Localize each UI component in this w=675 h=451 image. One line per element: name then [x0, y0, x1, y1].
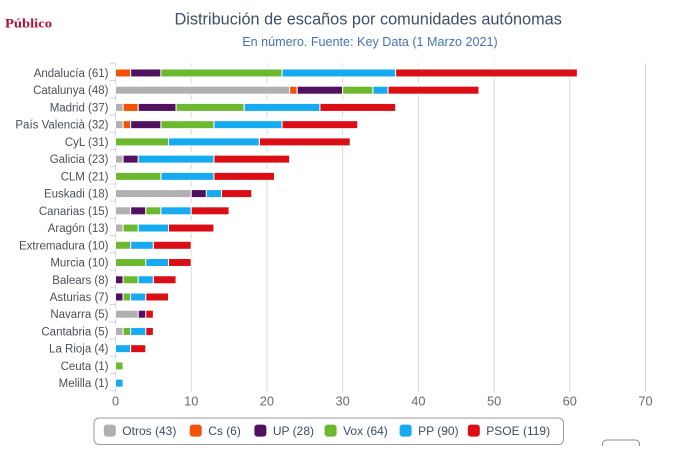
svg-text:50: 50 — [487, 394, 501, 409]
svg-text:Distribución de escaños por co: Distribución de escaños por comunidades … — [175, 11, 562, 29]
svg-text:Murcia (10): Murcia (10) — [50, 258, 108, 270]
svg-text:Aragón (13): Aragón (13) — [48, 223, 109, 235]
svg-text:60: 60 — [563, 394, 577, 409]
svg-text:0: 0 — [112, 394, 119, 409]
svg-text:PP (90): PP (90) — [418, 424, 458, 438]
svg-text:30: 30 — [335, 394, 349, 409]
svg-text:CyL (31): CyL (31) — [65, 137, 109, 149]
svg-text:CLM (21): CLM (21) — [61, 171, 109, 183]
svg-text:Otros (43): Otros (43) — [122, 424, 176, 438]
svg-text:Vox (64): Vox (64) — [343, 424, 388, 438]
svg-text:UP (28): UP (28) — [273, 424, 314, 438]
svg-text:Melilla (1): Melilla (1) — [59, 378, 109, 390]
svg-text:10: 10 — [184, 394, 198, 409]
svg-text:Asturias (7): Asturias (7) — [50, 292, 109, 304]
svg-text:Galicia (23): Galicia (23) — [50, 154, 109, 166]
svg-text:Madrid (37): Madrid (37) — [50, 102, 109, 114]
svg-text:Cantabria (5): Cantabria (5) — [41, 326, 108, 338]
svg-text:Canarias (15): Canarias (15) — [39, 206, 109, 218]
svg-text:Catalunya (48): Catalunya (48) — [33, 85, 109, 97]
svg-text:País Valencià (32): País Valencià (32) — [15, 120, 108, 132]
svg-text:Andalucía (61): Andalucía (61) — [34, 68, 109, 80]
svg-text:Cs (6): Cs (6) — [208, 424, 241, 438]
svg-text:40: 40 — [411, 394, 425, 409]
svg-text:Público: Público — [5, 17, 52, 31]
svg-text:20: 20 — [260, 394, 274, 409]
svg-text:Extremadura (10): Extremadura (10) — [19, 240, 109, 252]
svg-text:En número. Fuente: Key Data (1: En número. Fuente: Key Data (1 Marzo 202… — [242, 35, 498, 49]
svg-text:Balears (8): Balears (8) — [52, 275, 108, 287]
svg-text:Navarra (5): Navarra (5) — [50, 309, 108, 321]
svg-text:PSOE (119): PSOE (119) — [486, 424, 550, 438]
svg-text:Euskadi (18): Euskadi (18) — [44, 189, 109, 201]
svg-text:Ceuta (1): Ceuta (1) — [61, 361, 109, 373]
svg-text:La Rioja (4): La Rioja (4) — [49, 344, 109, 356]
svg-text:70: 70 — [638, 394, 652, 409]
